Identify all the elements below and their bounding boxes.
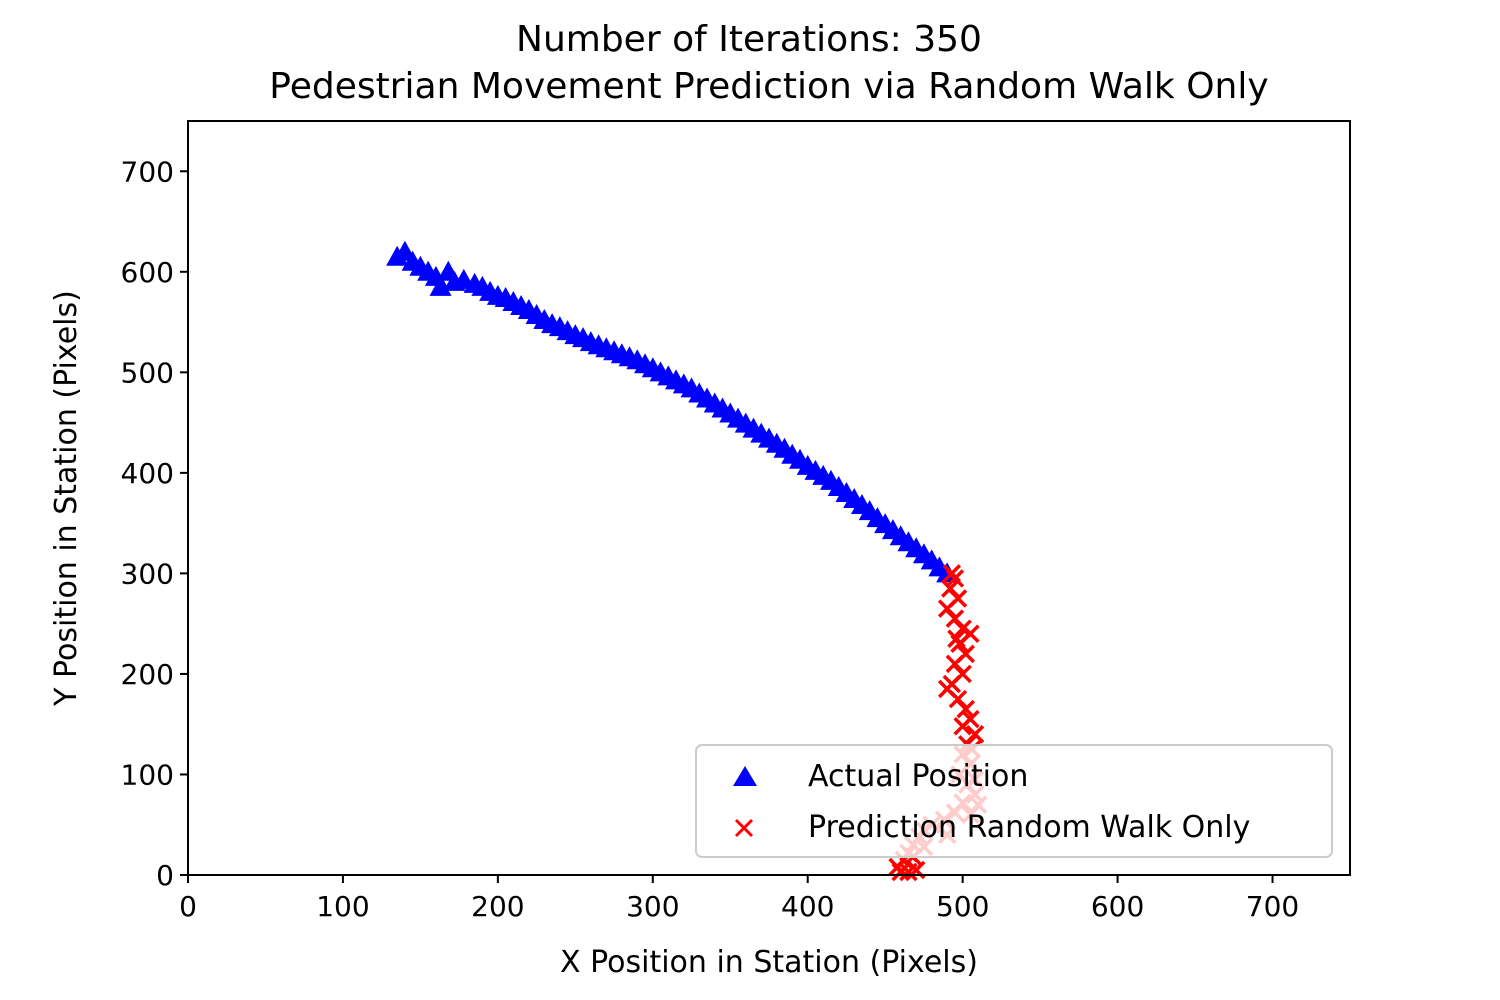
x-tick-label: 400: [781, 890, 834, 923]
legend-x-marker: [734, 818, 754, 838]
y-axis-label: Y Position in Station (Pixels): [49, 290, 84, 707]
prediction-point: [956, 699, 976, 719]
y-tick-label: 0: [156, 859, 174, 892]
y-tick-label: 600: [121, 256, 174, 289]
legend-box: [695, 744, 1333, 858]
y-tick-label: 400: [121, 457, 174, 490]
plot-frame: [187, 120, 1351, 876]
prediction-point: [942, 564, 962, 583]
y-tick-label: 100: [121, 758, 174, 791]
legend-label-prediction: Prediction Random Walk Only: [808, 810, 1250, 845]
x-tick-label: 0: [179, 890, 197, 923]
chart-title-line2: Pedestrian Movement Prediction via Rando…: [269, 66, 1268, 107]
x-tick-label: 600: [1091, 890, 1144, 923]
x-tick-label: 300: [626, 890, 679, 923]
legend: Actual Position Prediction Random Walk O…: [695, 744, 1333, 858]
x-tick-label: 200: [471, 890, 524, 923]
prediction-point: [953, 716, 972, 736]
legend-label-actual: Actual Position: [808, 759, 1028, 794]
legend-triangle-marker: [733, 766, 757, 786]
actual-position-point: [429, 275, 452, 296]
x-tick-label: 700: [1246, 890, 1299, 923]
y-tick-label: 500: [121, 356, 174, 389]
chart-title-line1: Number of Iterations: 350: [516, 19, 982, 60]
x-tick-label: 100: [316, 890, 369, 923]
prediction-point: [947, 629, 966, 648]
x-axis-label: X Position in Station (Pixels): [560, 945, 978, 980]
y-tick-label: 300: [121, 557, 174, 590]
y-tick-label: 200: [121, 658, 174, 691]
x-tick-label: 500: [936, 890, 989, 923]
axis-ticks: 0 100 200 300 400 500 600 700 0 100 200 300 400 500 60…: [121, 155, 1300, 923]
prediction-point: [891, 862, 910, 882]
y-tick-label: 700: [121, 155, 174, 188]
